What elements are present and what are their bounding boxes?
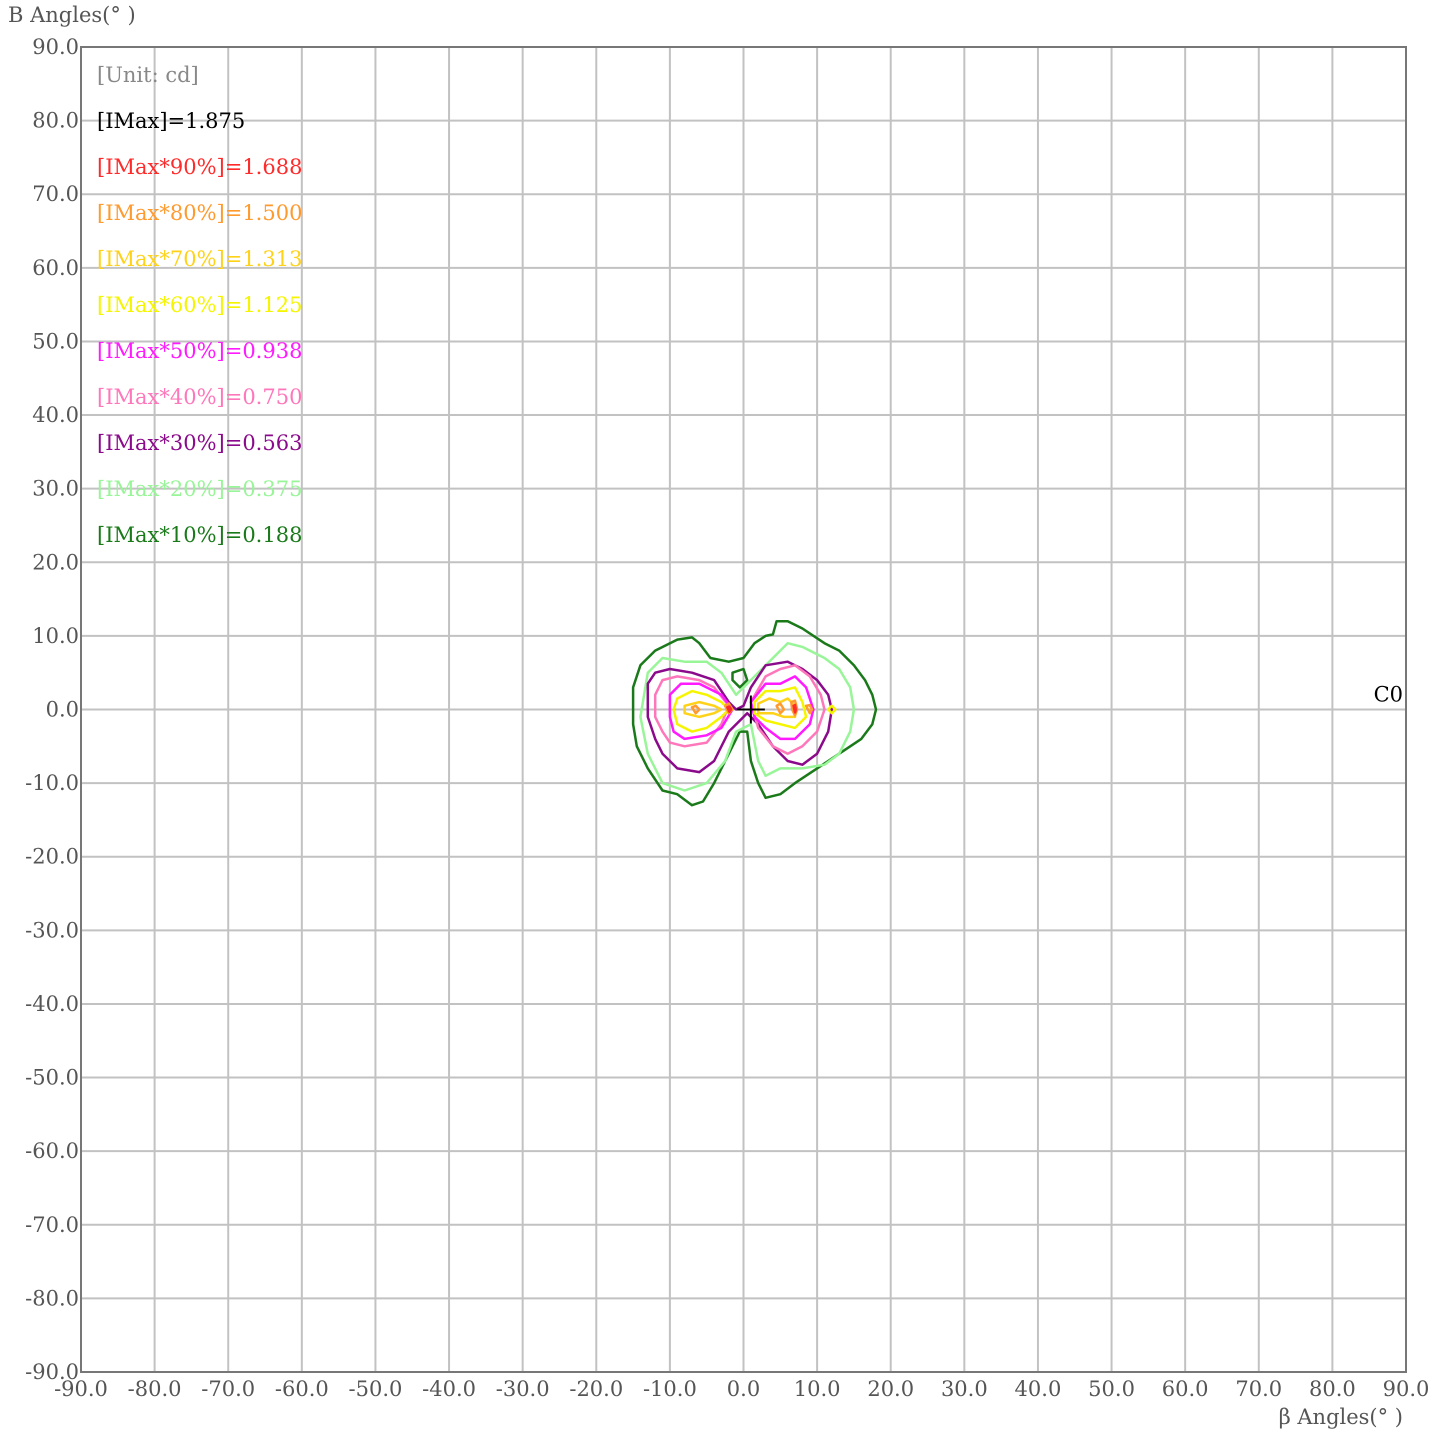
x-tick-label: -70.0 [201, 1377, 255, 1401]
x-tick-label: -40.0 [422, 1377, 476, 1401]
x-tick-label: 70.0 [1235, 1377, 1282, 1401]
contour-80pct [723, 702, 734, 715]
contour-20pct [639, 641, 856, 792]
x-tick-label: 40.0 [1015, 1377, 1062, 1401]
x-tick-label: 60.0 [1162, 1377, 1209, 1401]
x-tick-label: 30.0 [941, 1377, 988, 1401]
contour-50pct [749, 675, 815, 741]
contour-90pct [726, 705, 733, 713]
y-tick-label: -80.0 [25, 1286, 79, 1310]
unit-label: [Unit: cd] [97, 63, 199, 87]
legend-entry: [IMax*10%]=0.188 [97, 523, 302, 547]
x-tick-label: -10.0 [643, 1377, 697, 1401]
y-tick-labels: 90.0 80.0 70.0 60.0 50.0 40.0 30.0 20.0 10.0 0.0 -… [25, 35, 79, 1384]
x-tick-label: 90.0 [1383, 1377, 1430, 1401]
plot-frame [80, 46, 1407, 1373]
contour-lines [631, 619, 878, 807]
y-tick-label: 80.0 [32, 109, 79, 133]
y-axis-title: B Angles(° ) [8, 3, 136, 27]
contour-80pct [804, 703, 814, 715]
contour-40pct [653, 675, 731, 748]
x-tick-label: -60.0 [275, 1377, 329, 1401]
x-tick-label: -50.0 [349, 1377, 403, 1401]
legend-entry: [IMax*40%]=0.750 [97, 385, 302, 409]
y-tick-label: -90.0 [25, 1360, 79, 1384]
y-tick-label: -10.0 [25, 771, 79, 795]
center-marker [736, 695, 765, 724]
legend-entry: [IMax*80%]=1.500 [97, 201, 302, 225]
y-tick-label: 0.0 [46, 698, 79, 722]
x-tick-labels: -90.0 -80.0 -70.0 -60.0 -50.0 -40.0 -30.0 -20.0… [54, 1377, 1429, 1401]
y-tick-label: 20.0 [32, 550, 79, 574]
contour-60pct [826, 704, 837, 715]
legend-entry: [IMax*50%]=0.938 [97, 339, 302, 363]
contour-10pct [731, 667, 749, 689]
contour-80pct [775, 702, 786, 715]
x-tick-label: 10.0 [794, 1377, 841, 1401]
y-tick-label: 10.0 [32, 624, 79, 648]
y-tick-label: -20.0 [25, 845, 79, 869]
legend-entry: [IMax*30%]=0.563 [97, 431, 302, 455]
x-axis-title: β Angles(° ) [1279, 1405, 1403, 1429]
y-tick-label: 70.0 [32, 182, 79, 206]
x-tick-label: 50.0 [1088, 1377, 1135, 1401]
contour-50pct [668, 682, 734, 741]
x-tick-label: -20.0 [569, 1377, 623, 1401]
contour-70pct [683, 700, 723, 719]
contour-60pct [753, 686, 808, 730]
legend: [Unit: cd] [IMax]=1.875 [IMax*90%]=1.688 [… [97, 63, 302, 547]
y-tick-label: -30.0 [25, 918, 79, 942]
x-tick-label: 80.0 [1309, 1377, 1356, 1401]
y-tick-label: -70.0 [25, 1213, 79, 1237]
contour-30pct [646, 660, 834, 774]
plane-label: C0 [1374, 683, 1403, 707]
y-tick-label: -60.0 [25, 1139, 79, 1163]
contour-10pct [631, 619, 878, 807]
legend-entry: [IMax*90%]=1.688 [97, 155, 302, 179]
legend-entry: [IMax*20%]=0.375 [97, 477, 302, 501]
y-tick-label: 30.0 [32, 477, 79, 501]
y-tick-label: 50.0 [32, 329, 79, 353]
y-tick-label: 40.0 [32, 403, 79, 427]
legend-entry: [IMax*70%]=1.313 [97, 247, 302, 271]
contour-90pct [792, 703, 798, 714]
x-tick-label: -80.0 [128, 1377, 182, 1401]
contour-80pct [690, 704, 701, 715]
x-tick-label: -90.0 [54, 1377, 108, 1401]
contour-40pct [749, 664, 826, 755]
y-tick-label: -50.0 [25, 1066, 79, 1090]
x-tick-label: -30.0 [496, 1377, 550, 1401]
y-tick-label: -40.0 [25, 992, 79, 1016]
x-tick-label: 0.0 [727, 1377, 760, 1401]
contour-60pct [672, 689, 731, 733]
legend-entry: [IMax]=1.875 [97, 109, 245, 133]
legend-entry: [IMax*60%]=1.125 [97, 293, 302, 317]
y-tick-label: 90.0 [32, 35, 79, 59]
x-tick-label: 20.0 [867, 1377, 914, 1401]
y-tick-label: 60.0 [32, 256, 79, 280]
